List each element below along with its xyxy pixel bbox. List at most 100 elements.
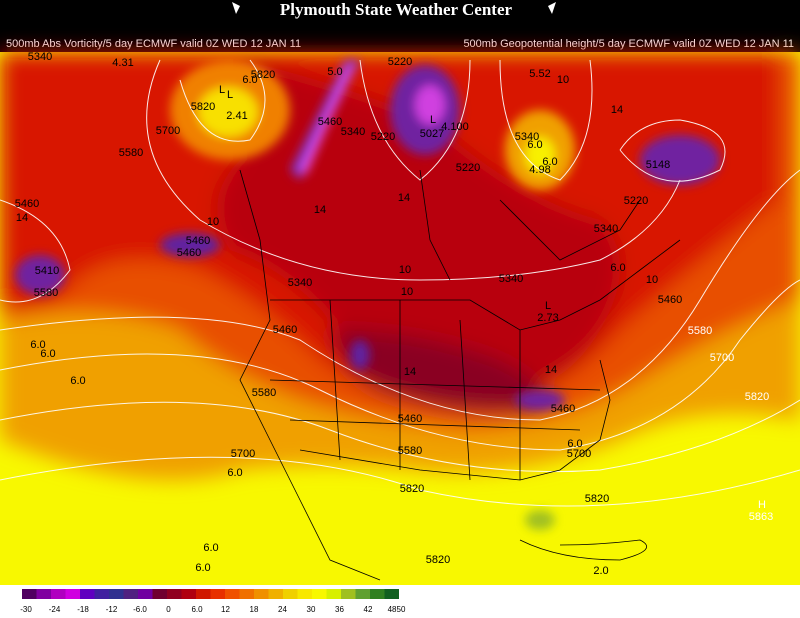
contour-label: 5700 — [156, 125, 180, 137]
contour-label: 14 — [545, 364, 557, 376]
title: Plymouth State Weather Center — [280, 0, 513, 19]
contour-label: 6.0 — [40, 348, 55, 360]
colorbar-swatch — [254, 589, 269, 599]
contour-label: 5460 — [398, 413, 422, 425]
contour-label: 5580 — [34, 287, 58, 299]
contour-label: 5820 — [585, 493, 609, 505]
contour-label: 5340 — [499, 273, 523, 285]
colorbar-swatch — [210, 589, 225, 599]
contour-label: 5148 — [646, 159, 670, 171]
colorbar-swatch — [196, 589, 211, 599]
contour-label: 5580 — [252, 387, 276, 399]
colorbar-swatch — [297, 589, 312, 599]
colorbar-label: 0 — [166, 605, 171, 614]
contour-label: 10 — [207, 216, 219, 228]
contour-label: H — [758, 499, 766, 511]
colorbar-label: -24 — [49, 605, 61, 614]
colorbar-label: 18 — [250, 605, 259, 614]
contour-label: 5340 — [515, 131, 539, 143]
contour-label: 6.0 — [30, 339, 45, 351]
colorbar-swatch — [312, 589, 327, 599]
colorbar-label: -18 — [77, 605, 89, 614]
contour-label: 5460 — [318, 116, 342, 128]
colorbar-label: 12 — [221, 605, 230, 614]
contour-label: 5820 — [745, 391, 769, 403]
contour-label: 5820 — [191, 101, 215, 113]
colorbar-swatch — [51, 589, 66, 599]
contour-label: L — [227, 89, 233, 101]
colorbar-label: -6.0 — [133, 605, 147, 614]
colorbar-label: 30 — [307, 605, 316, 614]
colorbar-label: 6.0 — [191, 605, 203, 614]
contour-label: 5820 — [251, 69, 275, 81]
contour-label: 5.0 — [327, 66, 342, 78]
contour-label: L — [545, 300, 551, 312]
contour-label: 5700 — [710, 352, 734, 364]
contour-label: 14 — [398, 192, 410, 204]
contour-label: 2.41 — [226, 110, 247, 122]
contour-label: 5220 — [388, 56, 412, 68]
contour-label: 5863 — [749, 511, 773, 523]
colorbar-label: 42 — [364, 605, 373, 614]
contour-label: L — [430, 114, 436, 126]
contour-label: 5700 — [231, 448, 255, 460]
contour-label: 5.52 — [529, 68, 550, 80]
contour-label: 2.73 — [537, 312, 558, 324]
contour-label: 5340 — [594, 223, 618, 235]
colorbar-swatch — [283, 589, 298, 599]
colorbar-swatch — [355, 589, 370, 599]
contour-label: 5580 — [398, 445, 422, 457]
political-boundaries — [239, 169, 681, 581]
colorbar-swatch — [326, 589, 341, 599]
contour-label: 5580 — [688, 325, 712, 337]
colorbar-swatch — [109, 589, 124, 599]
contour-label: 5220 — [371, 131, 395, 143]
contour-label: 6.0 — [242, 74, 257, 86]
contour-label: 6.0 — [203, 542, 218, 554]
colorbar-swatch — [22, 589, 37, 599]
colorbar-label: 36 — [335, 605, 344, 614]
colorbar-swatch — [36, 589, 51, 599]
contour-label: 5820 — [426, 554, 450, 566]
contour-label: 10 — [401, 286, 413, 298]
colorbar-swatch — [399, 589, 414, 599]
contour-label: 5460 — [551, 403, 575, 415]
colorbar-swatch — [152, 589, 167, 599]
left-subtitle: 500mb Abs Vorticity/5 day ECMWF valid 0Z… — [6, 38, 301, 50]
colorbar-label: 4850 — [388, 605, 406, 614]
colorbar-swatch — [384, 589, 399, 599]
contour-labels: 5340 4.3158206.0L58202.41570055805.052205… — [15, 51, 773, 577]
contour-label: 6.0 — [70, 375, 85, 387]
contour-label: 5700 — [567, 448, 591, 460]
colorbar-swatch — [94, 589, 109, 599]
contour-label: 6.0 — [610, 262, 625, 274]
contour-label: 5820 — [400, 483, 424, 495]
contour-label: 5460 — [15, 198, 39, 210]
contour-label: 5410 — [35, 265, 59, 277]
colorbar-swatch — [225, 589, 240, 599]
contour-label: 2.0 — [593, 565, 608, 577]
contour-label: 5460 — [273, 324, 297, 336]
colorbar-swatch — [80, 589, 95, 599]
contour-label: 10 — [646, 274, 658, 286]
colorbar-swatch — [65, 589, 80, 599]
contour-label: 5460 — [177, 247, 201, 259]
colorbar-swatch — [268, 589, 283, 599]
contour-label: 6.0 — [567, 438, 582, 450]
colorbar-swatch — [370, 589, 385, 599]
vorticity-field — [0, 52, 800, 585]
colorbar-swatch — [341, 589, 356, 599]
colorbar-swatch — [167, 589, 182, 599]
contour-label: 6.0 — [227, 467, 242, 479]
colorbar-swatch — [239, 589, 254, 599]
height-contours — [0, 59, 800, 507]
contour-label: 4.100 — [441, 121, 469, 133]
contour-label: 10 — [399, 264, 411, 276]
colorbar-label: -30 — [20, 605, 32, 614]
contour-label: 5220 — [456, 162, 480, 174]
colorbar-label: -12 — [106, 605, 118, 614]
contour-label: 5580 — [119, 147, 143, 159]
contour-label: 14 — [314, 204, 326, 216]
